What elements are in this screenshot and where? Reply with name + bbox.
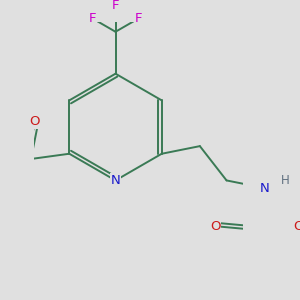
Text: F: F	[89, 12, 96, 25]
Text: O: O	[30, 115, 40, 128]
Text: N: N	[260, 182, 269, 195]
Text: O: O	[210, 220, 220, 233]
Text: O: O	[294, 220, 300, 233]
Text: F: F	[112, 0, 119, 12]
Text: F: F	[135, 12, 142, 25]
Text: N: N	[111, 174, 120, 187]
Text: H: H	[281, 174, 290, 187]
